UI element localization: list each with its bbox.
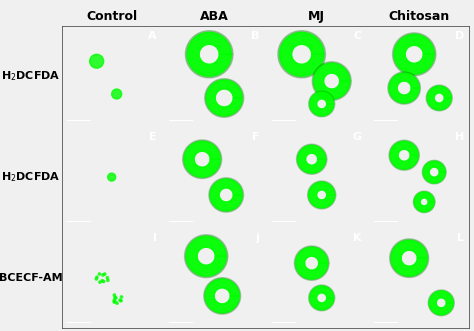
- Polygon shape: [414, 192, 434, 212]
- Circle shape: [113, 294, 116, 296]
- Polygon shape: [278, 31, 326, 78]
- Text: K: K: [353, 233, 362, 243]
- Text: D: D: [455, 31, 464, 41]
- Polygon shape: [187, 32, 231, 76]
- Polygon shape: [309, 182, 335, 208]
- Polygon shape: [389, 73, 419, 103]
- Polygon shape: [309, 91, 335, 117]
- Text: C: C: [354, 31, 362, 41]
- Circle shape: [90, 54, 104, 68]
- Polygon shape: [426, 85, 452, 111]
- Circle shape: [120, 300, 122, 302]
- Circle shape: [112, 89, 122, 99]
- Polygon shape: [388, 72, 420, 104]
- Circle shape: [113, 299, 116, 301]
- Text: I: I: [153, 233, 157, 243]
- Text: Chitosan: Chitosan: [389, 10, 450, 23]
- Text: j: j: [255, 233, 259, 243]
- Circle shape: [99, 281, 101, 283]
- Circle shape: [101, 280, 103, 282]
- Polygon shape: [428, 290, 454, 316]
- Polygon shape: [310, 92, 334, 116]
- Polygon shape: [184, 235, 228, 278]
- Text: L: L: [457, 233, 464, 243]
- Polygon shape: [184, 141, 220, 177]
- Circle shape: [103, 273, 106, 275]
- Polygon shape: [391, 240, 427, 276]
- Circle shape: [102, 280, 105, 283]
- Polygon shape: [310, 286, 334, 310]
- Polygon shape: [312, 62, 351, 100]
- Text: H$_2$DCFDA: H$_2$DCFDA: [1, 170, 61, 184]
- Circle shape: [98, 273, 100, 275]
- Text: F: F: [252, 132, 259, 142]
- Polygon shape: [204, 278, 241, 314]
- Polygon shape: [308, 181, 336, 209]
- Polygon shape: [309, 285, 335, 311]
- Polygon shape: [294, 246, 329, 280]
- Text: BCECF-AM: BCECF-AM: [0, 273, 63, 283]
- Polygon shape: [280, 32, 324, 76]
- Circle shape: [114, 296, 116, 299]
- Polygon shape: [297, 144, 327, 174]
- Polygon shape: [182, 140, 222, 178]
- Polygon shape: [427, 86, 451, 110]
- Polygon shape: [205, 79, 244, 117]
- Polygon shape: [186, 236, 226, 276]
- Polygon shape: [429, 291, 453, 315]
- Text: Control: Control: [86, 10, 137, 23]
- Text: MJ: MJ: [308, 10, 325, 23]
- Polygon shape: [394, 34, 434, 74]
- Polygon shape: [206, 80, 242, 116]
- Circle shape: [116, 302, 118, 305]
- Polygon shape: [413, 191, 435, 213]
- Circle shape: [95, 278, 98, 280]
- Text: H: H: [455, 132, 464, 142]
- Polygon shape: [296, 247, 328, 279]
- Text: G: G: [353, 132, 362, 142]
- Circle shape: [115, 297, 117, 299]
- Polygon shape: [210, 179, 242, 211]
- Polygon shape: [422, 160, 446, 184]
- Polygon shape: [205, 279, 239, 313]
- Circle shape: [96, 276, 98, 278]
- Circle shape: [102, 274, 104, 276]
- Text: B: B: [251, 31, 259, 41]
- Text: ABA: ABA: [200, 10, 228, 23]
- Polygon shape: [209, 178, 244, 212]
- Circle shape: [108, 173, 116, 181]
- Polygon shape: [314, 63, 350, 99]
- Polygon shape: [390, 239, 428, 277]
- Circle shape: [113, 301, 115, 303]
- Text: E: E: [149, 132, 157, 142]
- Circle shape: [119, 299, 121, 302]
- Polygon shape: [390, 141, 418, 169]
- Circle shape: [120, 296, 123, 298]
- Text: H$_2$DCFDA: H$_2$DCFDA: [1, 69, 61, 83]
- Polygon shape: [423, 161, 445, 183]
- Circle shape: [107, 279, 109, 281]
- Polygon shape: [298, 145, 326, 173]
- Polygon shape: [185, 31, 233, 78]
- Circle shape: [114, 300, 116, 303]
- Polygon shape: [389, 140, 419, 170]
- Polygon shape: [392, 33, 436, 76]
- Text: A: A: [148, 31, 157, 41]
- Circle shape: [106, 277, 109, 279]
